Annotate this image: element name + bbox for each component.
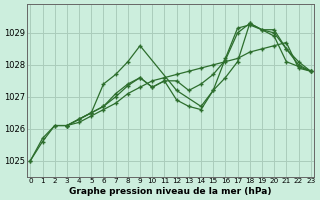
X-axis label: Graphe pression niveau de la mer (hPa): Graphe pression niveau de la mer (hPa) <box>69 187 272 196</box>
